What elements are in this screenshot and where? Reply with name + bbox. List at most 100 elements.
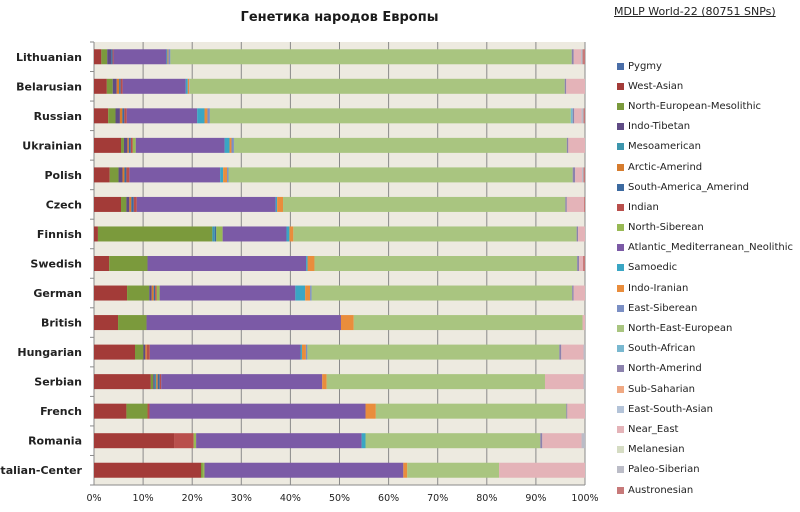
legend-item: Mesoamerican (617, 137, 793, 157)
bar-segment (146, 315, 341, 331)
legend-label: East-Siberean (628, 302, 698, 314)
bar-segment (584, 196, 585, 212)
legend-swatch (617, 82, 624, 90)
bar-segment (561, 344, 584, 360)
bar-segment (118, 167, 123, 183)
bar-segment (207, 108, 210, 124)
bar-segment (305, 344, 308, 360)
bar-segment (197, 108, 205, 124)
bar-segment (224, 137, 230, 153)
bar-segment (583, 108, 585, 124)
legend-item: Indo-Tibetan (617, 117, 793, 137)
bar-segment (193, 433, 197, 449)
bar-segment (159, 374, 162, 390)
bar-segment (578, 226, 585, 242)
legend-label: West-Asian (628, 80, 684, 92)
bar-segment (150, 374, 154, 390)
bar-segment (566, 403, 568, 419)
x-tick-label: 60% (378, 493, 399, 504)
y-tick-label: Russian (34, 110, 82, 123)
bar-segment (94, 344, 135, 360)
bar-segment (564, 78, 567, 94)
x-tick-label: 40% (280, 493, 301, 504)
legend-item: North-Siberean (617, 218, 793, 238)
y-tick-label: Belarusian (16, 80, 82, 93)
legend-label: North-Siberean (628, 222, 704, 234)
bar-segment (121, 137, 124, 153)
y-tick-label: German (33, 287, 82, 300)
legend-item: South-African (617, 339, 793, 359)
bar-segment (572, 167, 576, 183)
bar-segment (124, 108, 127, 124)
bar-segment (94, 462, 202, 478)
legend-item: Indian (617, 197, 793, 217)
legend-swatch (617, 62, 624, 70)
bar-segment (107, 49, 112, 65)
bar-segment (289, 226, 294, 242)
bar-segment (147, 403, 150, 419)
legend-swatch (617, 325, 624, 333)
bar-segment (109, 256, 148, 271)
bar-segment (340, 315, 354, 331)
bar-segment (156, 374, 158, 390)
bar-segment (577, 256, 580, 271)
bar-segment (576, 226, 579, 242)
bar-segment (275, 196, 278, 212)
legend-swatch (617, 365, 624, 373)
bar-segment (307, 256, 315, 271)
bar-segment (124, 167, 127, 183)
bar-segment (583, 344, 585, 360)
bar-segment (306, 256, 308, 271)
legend-label: North-European-Mesolithic (628, 100, 762, 112)
y-tick-label: British (41, 317, 82, 330)
bar-segment (277, 196, 284, 212)
legend-label: Indo-Tibetan (628, 121, 691, 133)
bar-segment (314, 256, 578, 271)
bar-segment (127, 285, 150, 301)
bar-segment (571, 49, 574, 65)
bar-segment (94, 374, 151, 390)
bar-segment (97, 226, 213, 242)
x-tick-label: 80% (476, 493, 497, 504)
bar-segment (153, 285, 156, 301)
bar-segment (212, 226, 215, 242)
bar-segment (570, 108, 573, 124)
bar-segment (106, 78, 113, 94)
legend-label: Austronesian (628, 484, 694, 496)
legend-item: South-America_Amerind (617, 177, 793, 197)
bar-segment (204, 108, 208, 124)
legend-item: North-East-European (617, 318, 793, 338)
bar-segment (123, 137, 128, 153)
bar-segment (365, 433, 541, 449)
bar-segment (94, 137, 122, 153)
y-tick-label: Hungarian (17, 346, 82, 359)
bar-segment (542, 433, 582, 449)
legend-label: Melanesian (628, 444, 685, 456)
bar-segment (174, 433, 194, 449)
bar-segment (94, 226, 98, 242)
bar-segment (407, 462, 500, 478)
bar-segment (566, 137, 569, 153)
bar-segment (149, 344, 301, 360)
chart-subtitle: MDLP World-22 (80751 SNPs) (614, 5, 776, 18)
bar-segment (301, 344, 306, 360)
bar-segment (375, 403, 567, 419)
legend-item: Melanesian (617, 440, 793, 460)
bar-segment (94, 315, 119, 331)
bar-segment (293, 226, 577, 242)
bar-segment (126, 196, 130, 212)
bar-segment (167, 49, 169, 65)
bar-segment (157, 374, 160, 390)
bar-segment (129, 167, 221, 183)
bar-segment (156, 285, 160, 301)
bar-segment (94, 49, 102, 65)
x-tick-label: 0% (86, 493, 101, 504)
bar-segment (130, 137, 133, 153)
bar-segment (129, 196, 132, 212)
bar-segment (566, 196, 585, 212)
y-tick-label: Finnish (37, 228, 82, 241)
bar-segment (121, 196, 127, 212)
bar-segment (166, 49, 168, 65)
legend-label: Indo-Iranian (628, 282, 689, 294)
bar-segment (575, 167, 583, 183)
